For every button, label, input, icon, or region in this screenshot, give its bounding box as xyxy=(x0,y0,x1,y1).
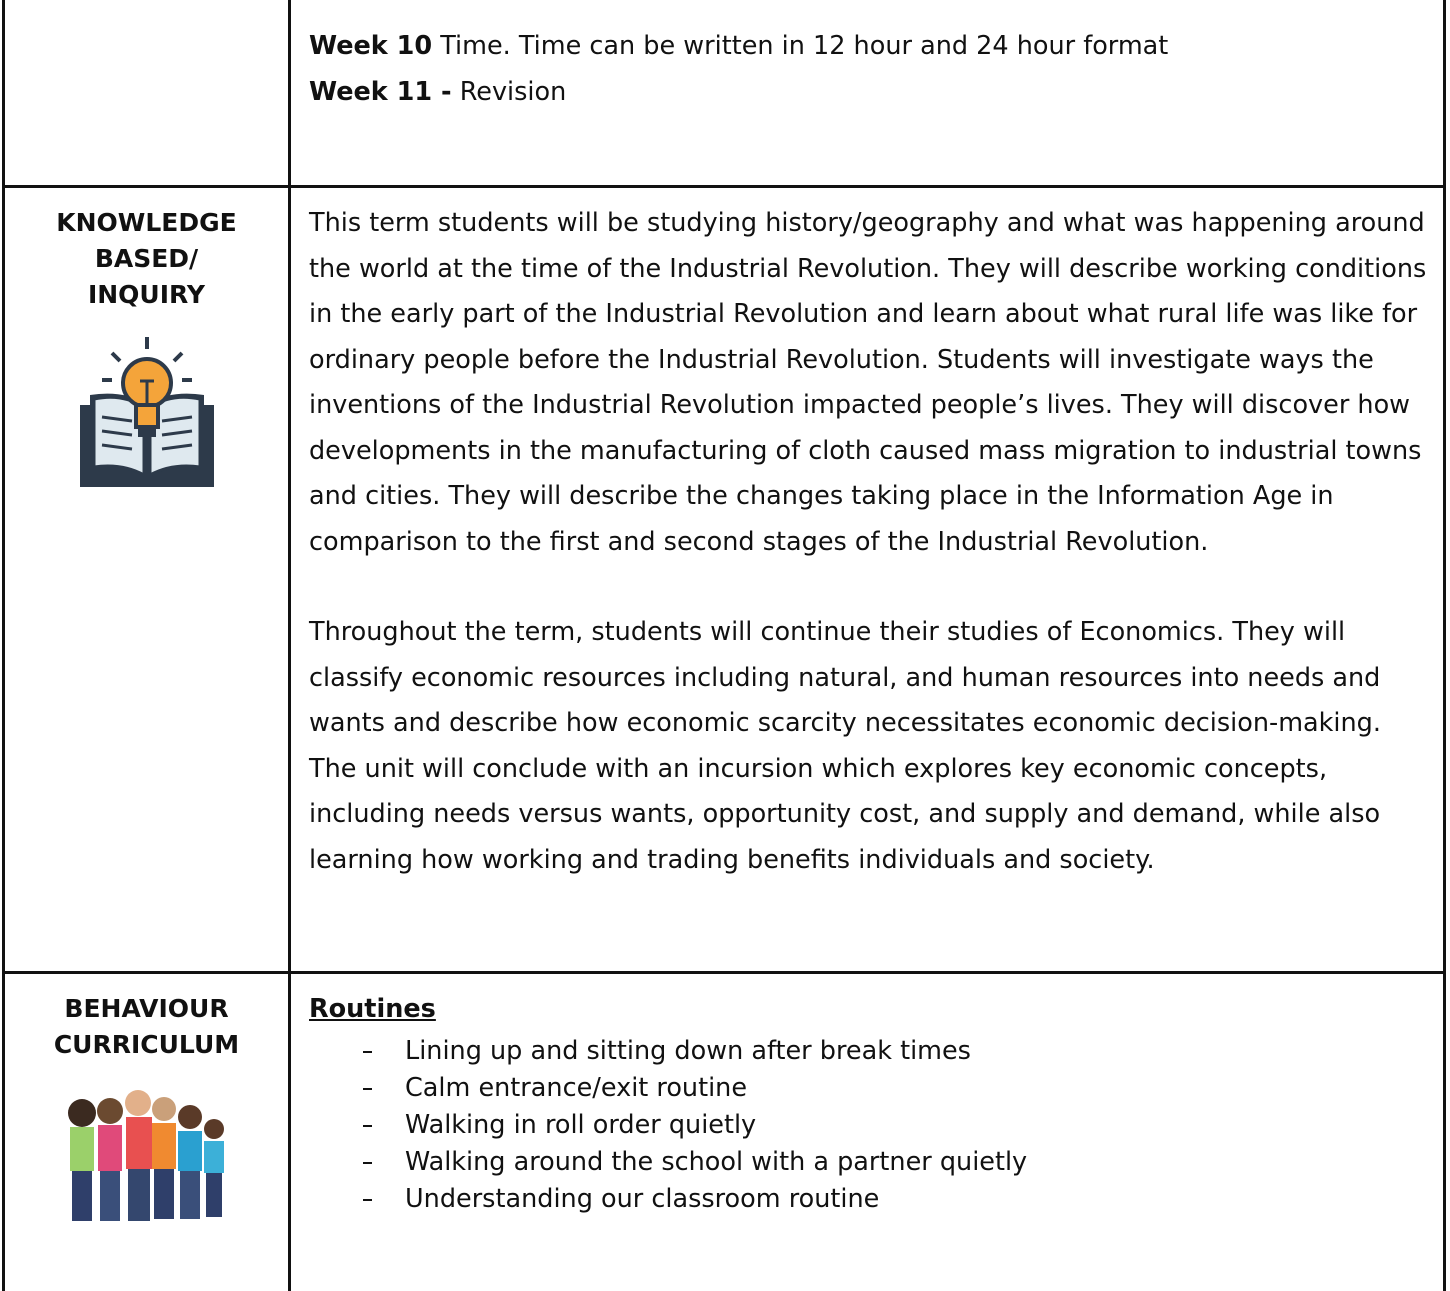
list-item-text: Lining up and sitting down after break t… xyxy=(405,1035,971,1066)
row: KNOWLEDGE BASED/ INQUIRY Th xyxy=(2,185,1446,974)
list-item: Calm entrance/exit routine xyxy=(357,1070,1435,1107)
week-line: Week 11 - Revision xyxy=(309,70,1435,116)
list-item: Understanding our classroom routine xyxy=(357,1181,1435,1218)
paragraph: Throughout the term, students will conti… xyxy=(309,617,1381,875)
paragraph: This term students will be studying hist… xyxy=(309,208,1427,557)
row-body: Routines Lining up and sitting down afte… xyxy=(309,987,1435,1218)
list-item-text: Walking in roll order quietly xyxy=(405,1109,757,1140)
dash xyxy=(363,1161,372,1164)
week-text: Revision xyxy=(459,76,567,107)
dash xyxy=(363,1087,372,1090)
row: Week 10 Time. Time can be written in 12 … xyxy=(2,0,1446,188)
row-heading: BEHAVIOUR CURRICULUM xyxy=(53,994,240,1059)
list-item-text: Understanding our classroom routine xyxy=(405,1183,880,1214)
row-heading-cell: BEHAVIOUR CURRICULUM xyxy=(5,971,291,1291)
row-body: Week 10 Time. Time can be written in 12 … xyxy=(309,24,1435,115)
list-item-text: Walking around the school with a partner… xyxy=(405,1146,1028,1177)
list-item: Walking around the school with a partner… xyxy=(357,1144,1435,1181)
list: Lining up and sitting down after break t… xyxy=(309,1033,1435,1218)
row-heading xyxy=(5,0,291,185)
row-heading: KNOWLEDGE BASED/ INQUIRY xyxy=(56,208,237,309)
week-label: Week 10 xyxy=(309,31,433,61)
children-photo xyxy=(67,1090,224,1221)
dash xyxy=(363,1124,372,1127)
list-item-text: Calm entrance/exit routine xyxy=(405,1072,748,1103)
row: BEHAVIOUR CURRICULUM Routines Lining up … xyxy=(2,971,1446,1291)
dash xyxy=(363,1198,372,1201)
week-label: Week 11 - xyxy=(309,76,452,107)
icon-book-bulb xyxy=(79,337,214,487)
list-item: Lining up and sitting down after break t… xyxy=(357,1033,1435,1070)
row-heading-cell: KNOWLEDGE BASED/ INQUIRY xyxy=(5,185,291,971)
week-line: Week 10 Time. Time can be written in 12 … xyxy=(309,24,1435,70)
subheading: Routines xyxy=(309,994,436,1024)
row-body: This term students will be studying hist… xyxy=(309,201,1435,883)
week-text: Time. Time can be written in 12 hour and… xyxy=(440,31,1169,61)
dash xyxy=(363,1050,372,1053)
list-item: Walking in roll order quietly xyxy=(357,1107,1435,1144)
